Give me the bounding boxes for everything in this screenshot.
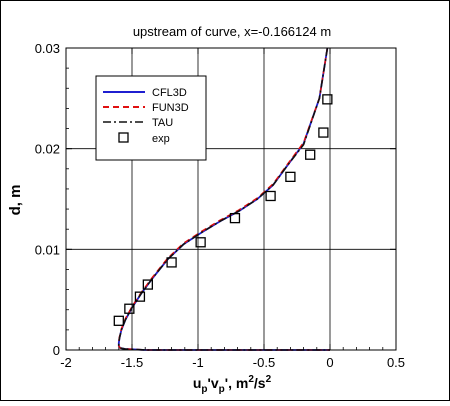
x-tick-label: -1.5 <box>121 355 143 370</box>
x-label-per-s: /s <box>254 375 266 391</box>
exp-marker <box>134 291 146 302</box>
x-label-u: u <box>193 375 202 391</box>
legend-label-exp: exp <box>152 133 170 145</box>
exp-marker <box>318 127 329 138</box>
x-tick-label: -1 <box>192 355 204 370</box>
legend-swatch-exp <box>118 132 129 143</box>
exp-marker <box>322 94 333 105</box>
y-tick-label: 0.03 <box>35 41 60 56</box>
y-tick-label: 0.01 <box>35 242 60 257</box>
exp-marker <box>305 149 316 160</box>
x-label-prime-v: 'v <box>208 375 219 391</box>
y-tick-label: 0 <box>53 343 60 358</box>
x-tick-label: -2 <box>60 355 72 370</box>
chart-title: upstream of curve, x=-0.166124 m <box>133 24 331 39</box>
x-label-sup-2b: 2 <box>266 374 272 385</box>
y-axis-label: d, m <box>7 185 24 216</box>
legend-box <box>95 75 207 161</box>
exp-marker <box>124 303 135 314</box>
exp-marker <box>265 190 276 202</box>
exp-marker <box>229 212 241 224</box>
x-label-sub-p1: p <box>201 384 207 395</box>
x-label-sup-2a: 2 <box>248 374 254 385</box>
tick-layer: -2 -1.5 -1 -0.5 0 0.5 0 0.01 0.02 0.03 <box>35 41 405 370</box>
exp-marker <box>285 171 296 183</box>
x-tick-label: -0.5 <box>253 355 275 370</box>
x-label-prime-m: ', m <box>225 375 249 391</box>
x-tick-label: 0 <box>326 355 333 370</box>
legend-label-cfl3d: CFL3D <box>152 87 187 99</box>
exp-marker <box>166 257 177 268</box>
x-label-sub-p2: p <box>219 384 225 395</box>
exp-marker <box>195 237 206 248</box>
exp-marker <box>142 279 153 290</box>
x-tick-label: 0.5 <box>387 355 405 370</box>
legend-label-fun3d: FUN3D <box>152 102 189 114</box>
legend: CFL3D FUN3D TAU exp <box>95 75 207 161</box>
x-axis-label: up'vp', m2/s2 <box>193 374 272 395</box>
legend-label-tau: TAU <box>152 117 173 129</box>
plot-frame <box>65 47 397 351</box>
y-tick-label: 0.02 <box>35 142 60 157</box>
exp-marker <box>113 315 124 326</box>
